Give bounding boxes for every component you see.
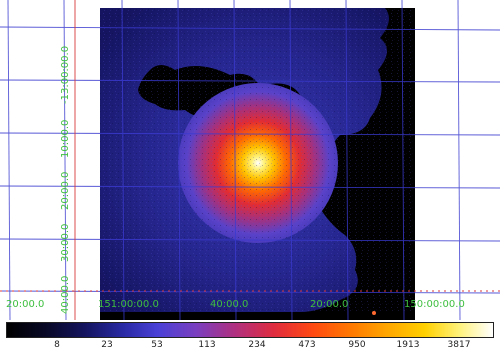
colorbar-ticks: 8 23 53 113 234 473 950 1913 3817 bbox=[0, 340, 500, 357]
ra-label: 20:00.0 bbox=[6, 299, 44, 310]
ruler-lines bbox=[0, 0, 500, 320]
ra-label: 150:00:00.0 bbox=[404, 299, 465, 310]
dec-label: 40:00.0 bbox=[60, 276, 71, 314]
colorbar[interactable] bbox=[6, 322, 494, 338]
colorbar-tick: 234 bbox=[248, 340, 266, 350]
image-panel: -13:00:00.0 10:00.0 20:00.0 30:00.0 40:0… bbox=[0, 0, 500, 320]
point-source bbox=[372, 311, 376, 315]
colorbar-tick: 113 bbox=[198, 340, 216, 350]
dec-label: 30:00.0 bbox=[60, 224, 71, 262]
colorbar-tick: 473 bbox=[298, 340, 316, 350]
sky-image[interactable]: -13:00:00.0 10:00.0 20:00.0 30:00.0 40:0… bbox=[0, 0, 500, 320]
colorbar-tick: 3817 bbox=[447, 340, 471, 350]
colorbar-tick: 950 bbox=[348, 340, 366, 350]
dec-axis-labels: -13:00:00.0 10:00.0 20:00.0 30:00.0 40:0… bbox=[60, 46, 71, 314]
dec-label: 20:00.0 bbox=[60, 172, 71, 210]
ra-label: 151:00:00.0 bbox=[98, 299, 159, 310]
dec-label: 10:00.0 bbox=[60, 120, 71, 158]
colorbar-tick: 8 bbox=[54, 340, 60, 350]
ra-label: 40:00.0 bbox=[210, 299, 248, 310]
coordinate-grid bbox=[0, 0, 500, 320]
ra-label: 20:00.0 bbox=[310, 299, 348, 310]
noise-overlay bbox=[100, 8, 415, 312]
colorbar-tick: 23 bbox=[101, 340, 113, 350]
ra-axis-labels: 20:00.0 151:00:00.0 40:00.0 20:00.0 150:… bbox=[6, 299, 465, 310]
dec-label: -13:00:00.0 bbox=[60, 46, 71, 104]
colorbar-tick: 53 bbox=[151, 340, 163, 350]
colorbar-tick: 1913 bbox=[396, 340, 420, 350]
